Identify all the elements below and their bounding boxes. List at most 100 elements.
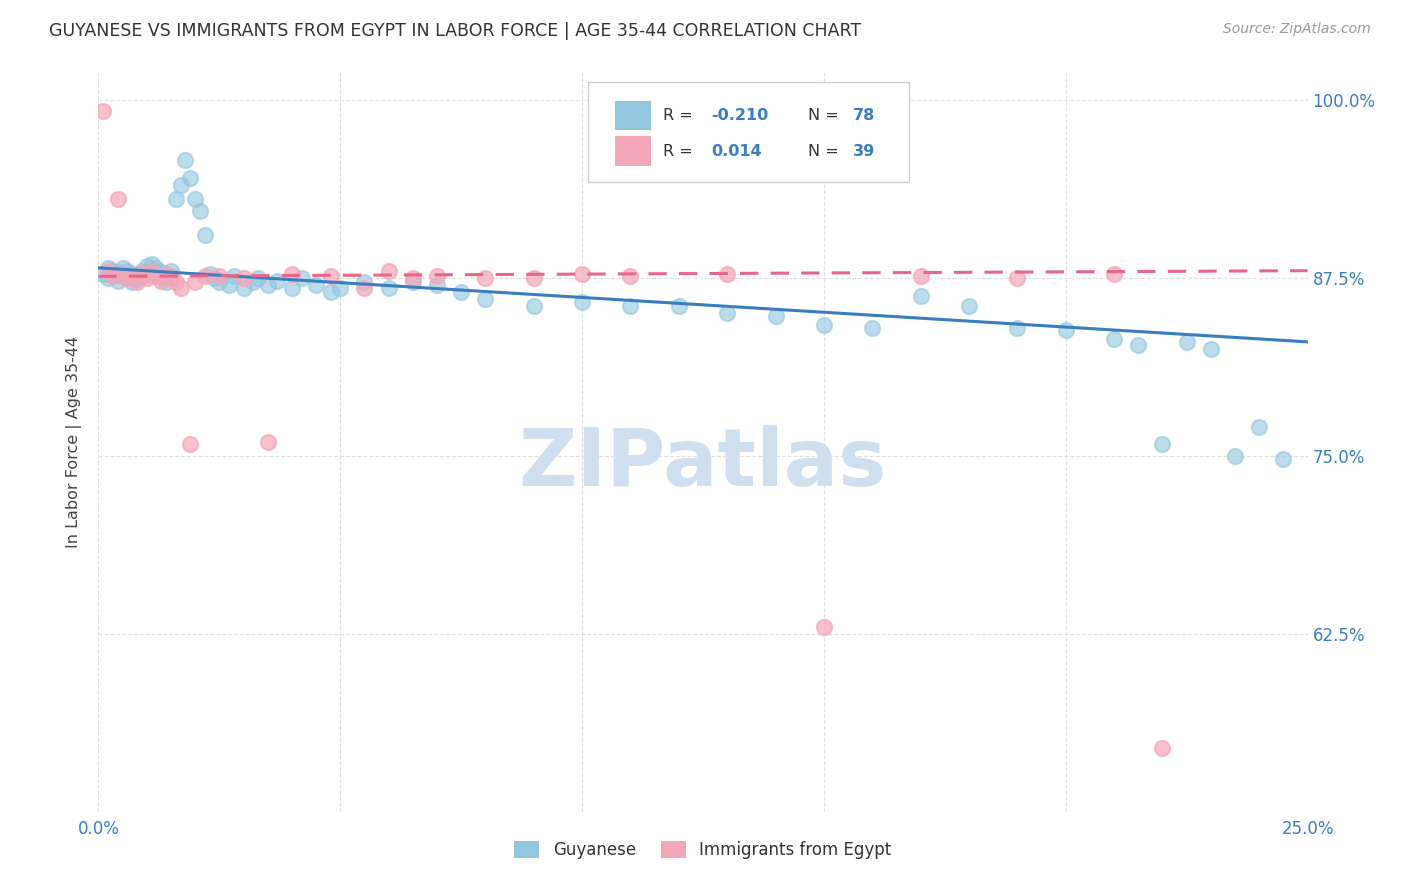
- Point: [127, 269, 149, 284]
- Text: Source: ZipAtlas.com: Source: ZipAtlas.com: [1223, 22, 1371, 37]
- Text: 39: 39: [853, 144, 875, 159]
- Point: [571, 267, 593, 281]
- Point: [353, 275, 375, 289]
- Point: [910, 269, 932, 284]
- Point: [523, 299, 546, 313]
- Point: [101, 269, 124, 284]
- Point: [474, 270, 496, 285]
- Point: [145, 260, 167, 275]
- Point: [165, 275, 187, 289]
- Point: [266, 274, 288, 288]
- Point: [1152, 437, 1174, 451]
- Point: [281, 267, 304, 281]
- Point: [668, 299, 690, 313]
- Point: [131, 267, 153, 281]
- Point: [281, 281, 304, 295]
- Point: [1102, 267, 1125, 281]
- Point: [127, 275, 149, 289]
- Point: [319, 285, 342, 299]
- Point: [117, 270, 139, 285]
- Point: [256, 434, 278, 449]
- Point: [208, 275, 231, 289]
- Point: [165, 193, 187, 207]
- Point: [97, 263, 120, 277]
- Point: [716, 306, 738, 320]
- Point: [910, 289, 932, 303]
- Point: [111, 267, 134, 281]
- Point: [1007, 270, 1029, 285]
- Point: [290, 270, 312, 285]
- Point: [174, 153, 197, 167]
- Point: [198, 267, 221, 281]
- Point: [218, 277, 240, 292]
- Point: [1175, 334, 1198, 349]
- Point: [353, 281, 375, 295]
- Point: [97, 270, 120, 285]
- Point: [111, 260, 134, 275]
- Point: [208, 269, 231, 284]
- Point: [150, 269, 173, 284]
- Point: [131, 263, 153, 277]
- Point: [141, 263, 163, 277]
- Point: [619, 269, 641, 284]
- Point: [402, 275, 425, 289]
- Point: [141, 256, 163, 270]
- Point: [155, 270, 177, 285]
- Point: [169, 281, 191, 295]
- Point: [402, 270, 425, 285]
- Point: [155, 275, 177, 289]
- Point: [194, 269, 217, 284]
- Point: [121, 269, 143, 284]
- Point: [160, 269, 183, 284]
- Text: GUYANESE VS IMMIGRANTS FROM EGYPT IN LABOR FORCE | AGE 35-44 CORRELATION CHART: GUYANESE VS IMMIGRANTS FROM EGYPT IN LAB…: [49, 22, 862, 40]
- Text: 78: 78: [853, 108, 875, 123]
- Point: [426, 277, 449, 292]
- Point: [426, 269, 449, 284]
- Point: [150, 274, 173, 288]
- Point: [135, 268, 157, 282]
- Point: [145, 269, 167, 284]
- Point: [127, 272, 149, 286]
- Point: [256, 277, 278, 292]
- Y-axis label: In Labor Force | Age 35-44: In Labor Force | Age 35-44: [66, 335, 83, 548]
- Point: [813, 318, 835, 332]
- Point: [91, 104, 114, 119]
- Point: [107, 193, 129, 207]
- Point: [135, 260, 157, 274]
- Point: [1152, 740, 1174, 755]
- Point: [101, 269, 124, 284]
- Point: [111, 269, 134, 284]
- Point: [377, 281, 399, 295]
- Point: [141, 263, 163, 277]
- Point: [619, 299, 641, 313]
- Point: [121, 275, 143, 289]
- Legend: Guyanese, Immigrants from Egypt: Guyanese, Immigrants from Egypt: [515, 841, 891, 859]
- Point: [232, 281, 254, 295]
- Point: [155, 267, 177, 281]
- Text: 0.014: 0.014: [711, 144, 762, 159]
- Point: [179, 437, 201, 451]
- Point: [813, 619, 835, 633]
- Point: [860, 320, 883, 334]
- Point: [232, 270, 254, 285]
- FancyBboxPatch shape: [614, 101, 651, 130]
- Point: [377, 263, 399, 277]
- Point: [121, 267, 143, 281]
- Point: [150, 265, 173, 279]
- Point: [184, 275, 207, 289]
- Point: [242, 275, 264, 289]
- Point: [135, 270, 157, 285]
- Point: [1272, 451, 1295, 466]
- Point: [111, 267, 134, 281]
- Point: [131, 269, 153, 284]
- Point: [571, 295, 593, 310]
- Point: [91, 267, 114, 281]
- Point: [169, 178, 191, 193]
- Text: R =: R =: [664, 144, 697, 159]
- Point: [1128, 337, 1150, 351]
- Point: [523, 270, 546, 285]
- Point: [319, 269, 342, 284]
- Text: R =: R =: [664, 108, 697, 123]
- Point: [329, 281, 352, 295]
- Point: [957, 299, 980, 313]
